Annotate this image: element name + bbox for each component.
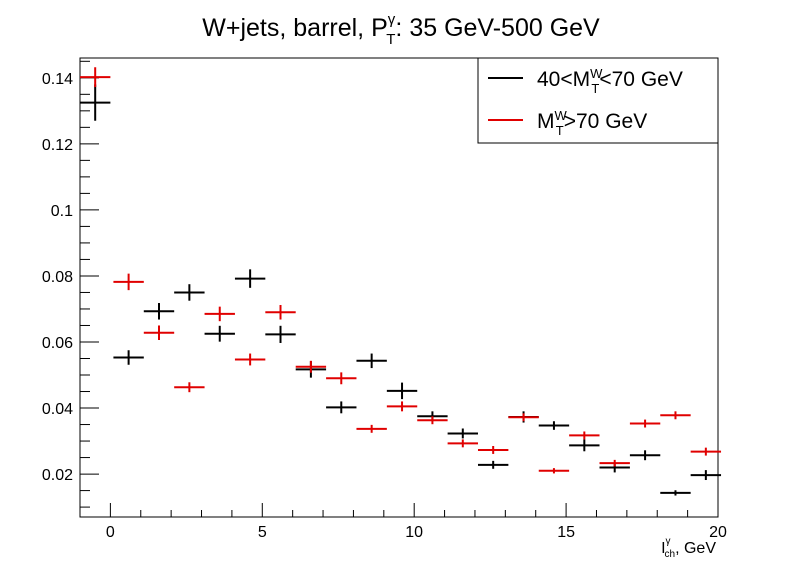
x-tick-label: 0: [106, 524, 115, 541]
y-tick-label: 0.12: [42, 137, 73, 154]
data-point: [174, 382, 205, 393]
data-point: [326, 401, 357, 414]
data-point: [326, 372, 357, 385]
data-point: [569, 431, 600, 440]
data-point: [538, 421, 570, 430]
legend-label-series-1: 40<MW T<70 GeV: [537, 66, 683, 96]
data-point: [386, 401, 418, 412]
data-point: [143, 303, 175, 320]
legend-label-series-2-suffix: >70 GeV: [564, 110, 647, 133]
x-tick-label: 20: [709, 524, 727, 541]
tick-labels: 0 5 10 15 20 0.02 0.04 0.06 0.08 0.1 0.12 0.14: [42, 71, 727, 541]
legend-label-series-1-sup: W: [590, 66, 603, 81]
x-axis-label-sup: γ: [666, 536, 671, 547]
x-tick-label: 15: [557, 524, 575, 541]
legend-label-series-1-sub: T: [591, 81, 599, 96]
data-point: [477, 446, 509, 454]
legend-label-series-2: MW T>70 GeV: [537, 108, 647, 138]
x-axis-label-suffix: , GeV: [675, 540, 716, 557]
y-tick-label: 0.02: [42, 467, 73, 484]
x-axis-label-base: I: [661, 540, 665, 557]
legend-label-series-2-sup: W: [555, 108, 568, 123]
data-point: [629, 419, 661, 428]
data-point: [447, 439, 478, 448]
data-point: [629, 450, 661, 461]
data-point: [113, 350, 144, 365]
data-point: [660, 411, 691, 420]
y-tick-label: 0.04: [42, 401, 73, 418]
data-point: [417, 416, 448, 425]
y-tick-label: 0.1: [51, 203, 73, 220]
chart-title-suffix: : 35 GeV-500 GeV: [395, 14, 600, 42]
data-point: [234, 269, 266, 288]
legend: 40<MW T<70 GeV MW T>70 GeV: [477, 57, 719, 144]
data-point: [204, 325, 235, 342]
data-point: [599, 459, 630, 467]
axis-ticks: [79, 60, 719, 517]
data-point: [80, 67, 111, 88]
data-point: [569, 439, 600, 452]
chart-title-sub: T: [386, 31, 395, 48]
data-point: [204, 306, 235, 322]
data-point: [447, 428, 478, 439]
data-point: [356, 424, 387, 433]
legend-label-series-2-sub: T: [556, 123, 564, 138]
data-point: [477, 460, 509, 469]
data-point: [265, 325, 296, 343]
plot-frame: [79, 57, 719, 518]
data-point: [265, 305, 296, 320]
data-point: [690, 447, 722, 456]
chart-title-prefix: W+jets, barrel, P: [202, 14, 387, 42]
data-point: [538, 468, 570, 474]
legend-label-series-2-prefix: M: [537, 110, 555, 133]
data-point: [143, 325, 175, 341]
x-axis-label-sub: ch: [665, 549, 676, 560]
y-tick-label: 0.08: [42, 269, 73, 286]
data-point: [80, 84, 111, 121]
data-point: [174, 284, 205, 301]
x-tick-label: 5: [258, 524, 267, 541]
chart-title-sup: γ: [388, 11, 396, 28]
y-tick-label: 0.14: [42, 71, 73, 88]
series-1: [80, 84, 722, 496]
data-point: [386, 382, 418, 400]
data-point: [660, 490, 691, 496]
legend-box: [477, 57, 719, 144]
x-axis-label: Iγ ch, GeV: [661, 536, 716, 560]
data-point: [690, 470, 722, 481]
chart-title: W+jets, barrel, Pγ T: 35 GeV-500 GeV: [202, 11, 600, 48]
series-2: [80, 67, 722, 474]
data-point: [508, 413, 539, 422]
legend-label-series-1-prefix: 40<M: [537, 68, 590, 91]
data-point: [113, 273, 144, 291]
legend-label-series-1-suffix: <70 GeV: [599, 68, 682, 91]
data-point: [234, 353, 266, 366]
y-tick-label: 0.06: [42, 335, 73, 352]
data-marks: [80, 67, 722, 496]
data-point: [295, 360, 327, 373]
x-tick-label: 10: [405, 524, 423, 541]
data-point: [356, 353, 387, 369]
